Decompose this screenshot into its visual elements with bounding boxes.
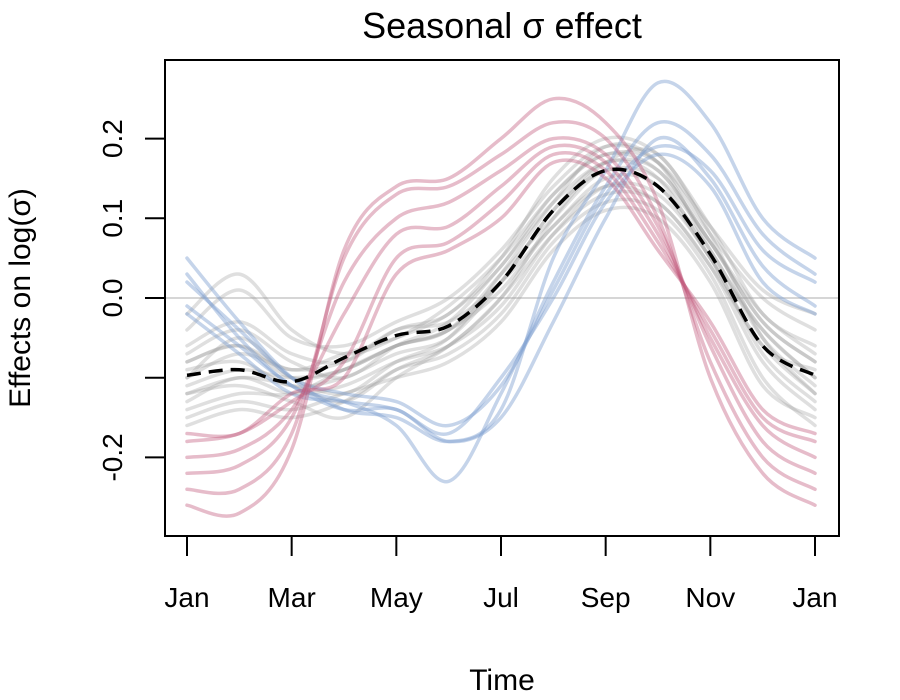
red-sample-curve-6 <box>185 158 817 439</box>
red-sample-curve-4 <box>185 143 817 460</box>
sample-curves <box>185 79 817 518</box>
red-sample-curve-3 <box>185 136 817 476</box>
gray-sample-curve-10 <box>185 167 817 388</box>
red-sample-curve-1 <box>185 96 817 518</box>
mean-curve <box>186 167 816 384</box>
x-axis: Jan Mar May Jul Sep Nov Jan <box>164 535 838 613</box>
red-sample-curve-5 <box>185 150 817 444</box>
blue-sample-curve-5 <box>185 144 817 428</box>
y-axis-label: Effects on log(σ) <box>4 188 37 408</box>
gray-sample-curve-6 <box>185 197 817 428</box>
mean-layer <box>186 167 816 384</box>
gray-sample-curve-1 <box>185 147 817 420</box>
y-tick-label-0: -0.2 <box>97 433 128 481</box>
red-sample-curve-2 <box>185 120 817 496</box>
x-tick-label-5: Nov <box>685 582 735 613</box>
x-tick-label-2: May <box>370 582 423 613</box>
x-tick-label-3: Jul <box>483 582 519 613</box>
blue-sample-curve-3 <box>185 135 817 444</box>
y-axis: -0.2 0.0 0.1 0.2 <box>97 119 166 482</box>
chart-title: Seasonal σ effect <box>362 5 642 46</box>
gray-sample-curve-11 <box>185 157 817 380</box>
x-tick-label-4: Sep <box>581 582 631 613</box>
blue-sample-curve-1 <box>185 79 817 444</box>
gray-sample-curve-13 <box>185 149 817 356</box>
y-tick-label-3: 0.2 <box>97 119 128 158</box>
gray-sample-curve-15 <box>185 189 817 404</box>
blue-sample-curve-2 <box>185 120 817 484</box>
gray-sample-curve-4 <box>185 142 817 396</box>
x-tick-label-0: Jan <box>164 582 209 613</box>
gray-sample-curve-12 <box>185 205 817 420</box>
gray-sample-curve-3 <box>185 183 817 412</box>
gray-sample-curve-9 <box>185 181 817 404</box>
gray-sample-curve-2 <box>185 151 817 372</box>
x-axis-label: Time <box>469 664 535 697</box>
y-tick-label-2: 0.1 <box>97 199 128 238</box>
gray-sample-curve-5 <box>185 135 817 365</box>
y-tick-label-1: 0.0 <box>97 279 128 318</box>
x-tick-label-1: Mar <box>268 582 316 613</box>
gray-sample-curve-8 <box>185 143 817 349</box>
x-tick-label-6: Jan <box>792 582 837 613</box>
blue-sample-curve-4 <box>185 152 817 436</box>
